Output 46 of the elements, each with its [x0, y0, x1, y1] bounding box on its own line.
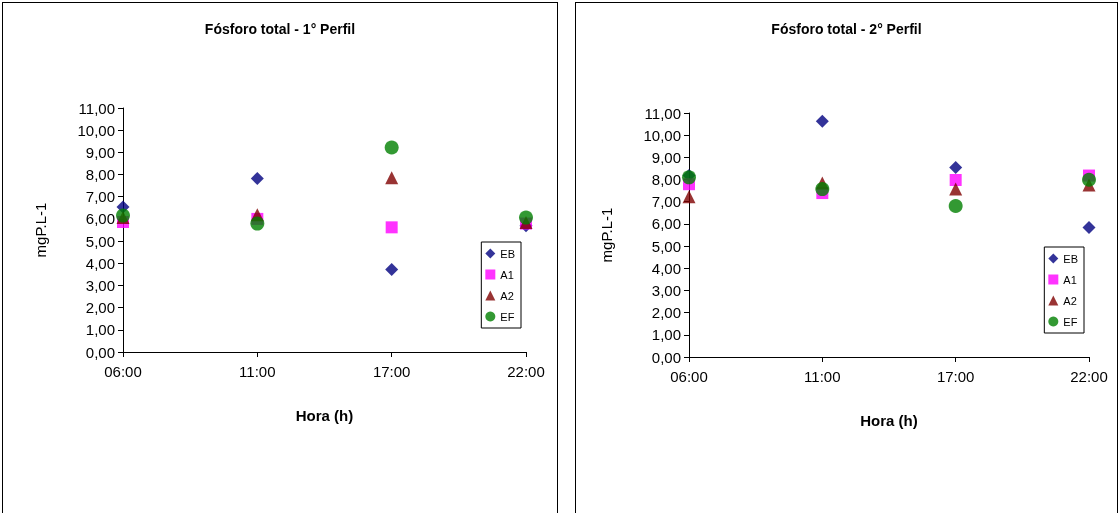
y-tick-label: 0,00	[651, 348, 681, 366]
y-tick-label: 4,00	[85, 254, 115, 272]
y-tick-label: 9,00	[651, 148, 681, 166]
y-tick-label: 3,00	[651, 281, 681, 299]
y-tick-label: 3,00	[85, 276, 115, 294]
y-tick-label: 11,00	[78, 99, 115, 117]
y-tick-label: 0,00	[85, 343, 115, 361]
y-tick-label: 9,00	[85, 143, 115, 161]
y-tick-label: 5,00	[85, 232, 115, 250]
x-axis-title: Hora (h)	[295, 407, 354, 424]
x-tick-label: 17:00	[936, 368, 975, 385]
y-tick-label: 2,00	[85, 299, 115, 317]
x-tick-label: 22:00	[507, 363, 545, 380]
y-tick-label: 10,00	[643, 126, 681, 144]
y-tick-label: 6,00	[651, 215, 681, 233]
x-tick-label: 11:00	[239, 363, 276, 380]
legend-label: A1	[1063, 273, 1077, 286]
y-tick-label: 2,00	[651, 304, 681, 322]
y-tick-label: 7,00	[651, 193, 681, 211]
y-tick-label: 6,00	[85, 210, 115, 228]
x-tick-label: 06:00	[104, 363, 142, 380]
y-axis-title: mgP.L-1	[598, 207, 615, 263]
x-tick-label: 22:00	[1070, 368, 1108, 385]
y-tick-label: 10,00	[77, 121, 115, 139]
y-tick-label: 7,00	[85, 188, 115, 206]
x-axis-title: Hora (h)	[860, 412, 918, 429]
y-tick-label: 4,00	[651, 259, 681, 277]
chart-title: Fósforo total - 2° Perfil	[771, 21, 922, 37]
legend-label: EB	[500, 247, 516, 260]
x-tick-label: 06:00	[670, 368, 708, 385]
y-tick-label: 8,00	[85, 166, 115, 184]
legend-label: A2	[500, 289, 514, 302]
chart-title: Fósforo total - 1° Perfil	[204, 21, 356, 37]
x-tick-label: 17:00	[372, 363, 411, 380]
legend-label: A1	[500, 268, 514, 281]
legend-label: EF	[1063, 315, 1078, 328]
y-tick-label: 1,00	[85, 321, 115, 339]
legend-label: A2	[1063, 294, 1077, 307]
y-tick-label: 1,00	[651, 326, 681, 344]
y-tick-label: 5,00	[651, 237, 681, 255]
y-tick-label: 11,00	[644, 104, 681, 122]
y-tick-label: 8,00	[651, 171, 681, 189]
x-tick-label: 11:00	[804, 368, 841, 385]
legend-label: EB	[1063, 252, 1079, 265]
y-axis-title: mgP.L-1	[32, 202, 49, 258]
legend-label: EF	[500, 310, 515, 323]
